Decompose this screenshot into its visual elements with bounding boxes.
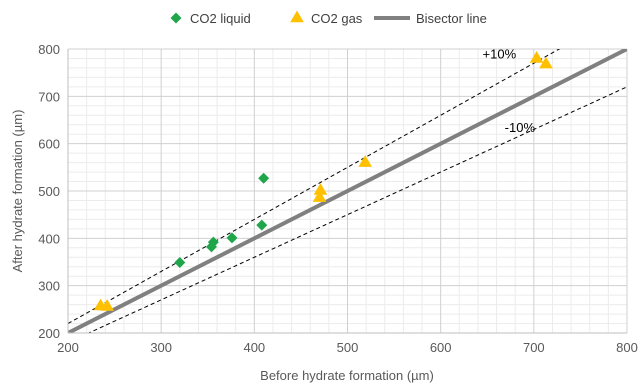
annotation-plus-10: +10%	[483, 46, 517, 61]
legend-label-0: CO2 liquid	[190, 11, 251, 26]
x-tick-label-600: 600	[430, 340, 452, 355]
y-tick-label-500: 500	[38, 184, 60, 199]
legend-marker-co2-gas	[290, 10, 304, 23]
point-co2-liquid	[258, 172, 270, 184]
point-co2-gas	[313, 183, 328, 195]
point-co2-liquid	[226, 232, 238, 244]
x-tick-label-700: 700	[523, 340, 545, 355]
legend: CO2 liquid CO2 gas Bisector line	[170, 10, 487, 26]
reference-lines	[68, 49, 627, 333]
point-co2-liquid	[256, 219, 268, 231]
x-tick-label-400: 400	[243, 340, 265, 355]
tick-labels: 200 300 400 500 600 700 800 200 300 400 500 600 700 8…	[38, 42, 638, 355]
annotation-minus-10: -10%	[505, 120, 536, 135]
reference-line-plus-10	[68, 49, 561, 324]
annotations: +10% -10%	[483, 46, 536, 134]
y-tick-label-800: 800	[38, 42, 60, 57]
point-co2-gas	[312, 190, 327, 202]
x-axis-title: Before hydrate formation (µm)	[260, 368, 434, 383]
y-axis-title: After hydrate formation (µm)	[10, 110, 25, 273]
y-tick-label-700: 700	[38, 89, 60, 104]
legend-label-2: Bisector line	[416, 11, 487, 26]
data-points	[93, 51, 553, 311]
point-co2-gas	[539, 56, 553, 69]
point-co2-gas	[358, 155, 373, 167]
legend-marker-co2-liquid	[170, 12, 182, 24]
point-co2-gas	[529, 51, 544, 63]
y-tick-label-600: 600	[38, 137, 60, 152]
point-co2-gas	[100, 299, 114, 311]
x-tick-label-200: 200	[57, 340, 79, 355]
point-co2-liquid	[174, 256, 186, 268]
axes	[67, 49, 627, 334]
x-tick-label-500: 500	[337, 340, 359, 355]
x-tick-label-300: 300	[150, 340, 172, 355]
x-tick-label-800: 800	[616, 340, 638, 355]
reference-line-minus-10	[87, 86, 627, 333]
legend-label-1: CO2 gas	[311, 11, 363, 26]
y-tick-label-200: 200	[38, 326, 60, 341]
y-tick-label-300: 300	[38, 279, 60, 294]
bisector-line	[68, 49, 627, 333]
y-tick-label-400: 400	[38, 231, 60, 246]
bisector-line-layer	[68, 49, 627, 333]
point-co2-liquid	[207, 236, 219, 248]
